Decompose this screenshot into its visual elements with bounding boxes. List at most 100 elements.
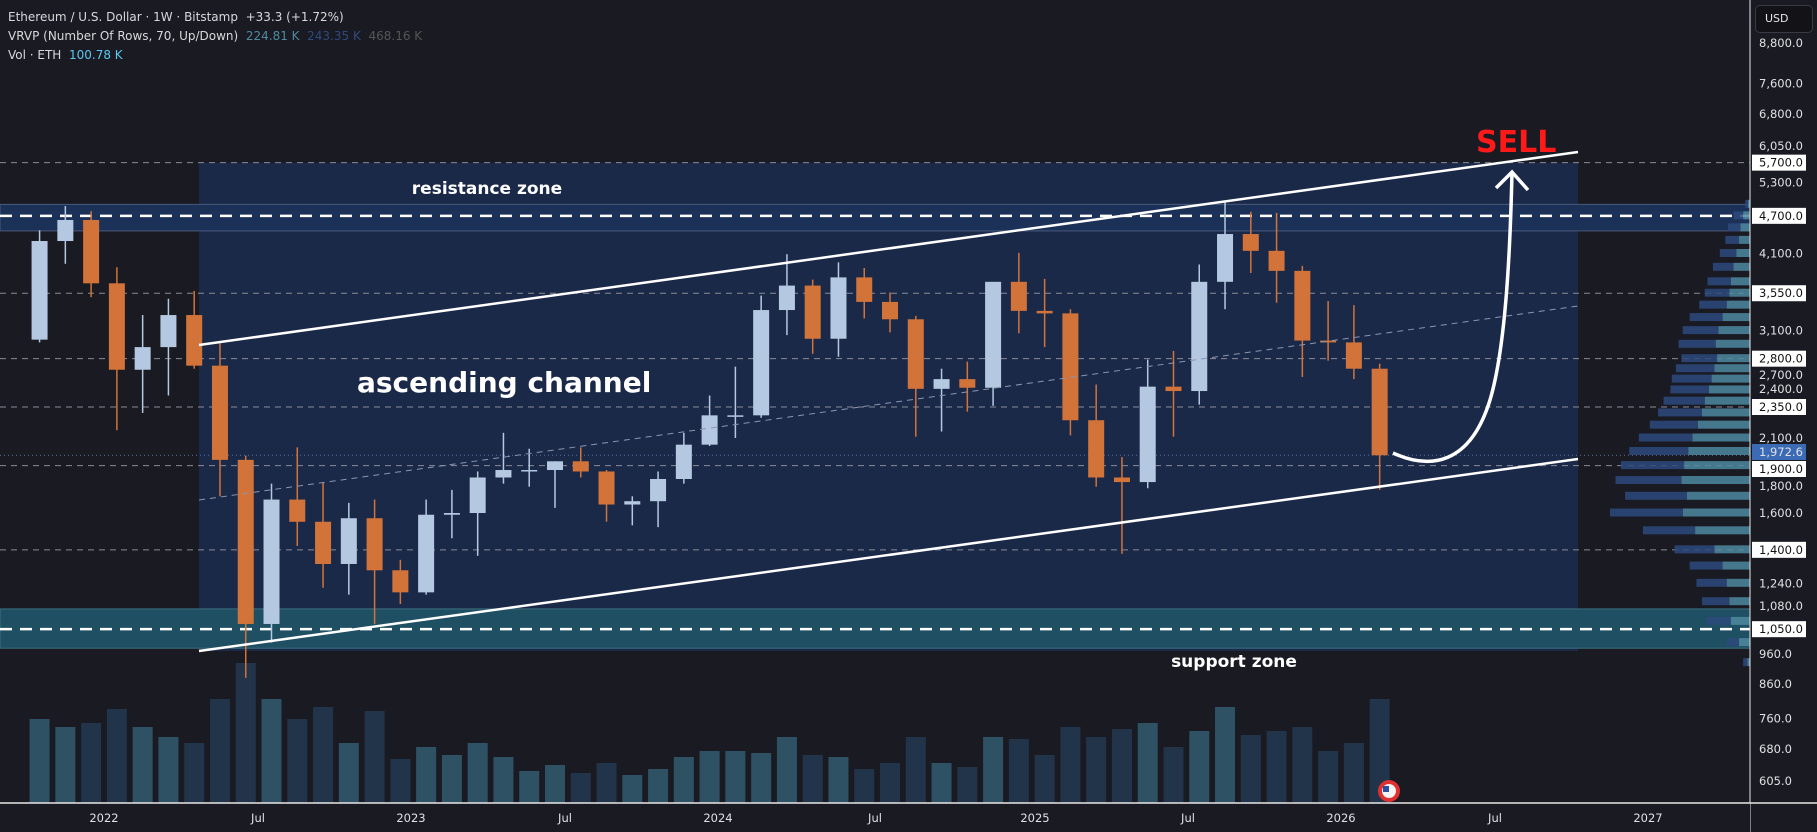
volume-bar xyxy=(1034,755,1055,803)
projection-arrow[interactable] xyxy=(1392,171,1514,464)
vrvp-up-bar xyxy=(1692,433,1750,442)
candle-body xyxy=(727,415,744,417)
vrvp-down-bar xyxy=(1728,223,1741,232)
current-price-label: 1,972.6 xyxy=(1759,445,1803,459)
price-marker xyxy=(1752,154,1806,171)
vrvp-up-bar xyxy=(1714,545,1750,554)
candle-body xyxy=(778,285,795,311)
time-tick-label: 2027 xyxy=(1633,811,1662,825)
volume-value: 100.78 K xyxy=(68,48,123,62)
vrvp-up-bar xyxy=(1730,277,1750,286)
vrvp-up-bar xyxy=(1711,374,1750,383)
vrvp-down-bar xyxy=(1704,288,1730,297)
candle-body xyxy=(1062,313,1079,421)
volume-legend[interactable]: Vol · ETH 100.78 K xyxy=(8,48,123,62)
vrvp-down-bar xyxy=(1689,561,1723,570)
candle-body xyxy=(237,459,254,624)
vrvp-down-bar xyxy=(1629,446,1689,455)
price-marker-label: 3,550.0 xyxy=(1759,286,1803,300)
symbol-legend[interactable]: Ethereum / U.S. Dollar · 1W · Bitstamp +… xyxy=(8,10,344,24)
volume-bar xyxy=(776,737,797,803)
price-marker-label: 1,050.0 xyxy=(1759,622,1803,636)
vrvp-up-value: 224.81 K xyxy=(245,29,300,43)
volume-bar xyxy=(673,757,694,803)
volume-bar xyxy=(1137,723,1158,803)
volume-bar xyxy=(1189,731,1210,803)
vrvp-legend[interactable]: VRVP (Number Of Rows, 70, Up/Down) 224.8… xyxy=(8,29,423,43)
vrvp-down-bar xyxy=(1670,385,1709,394)
price-marker-label: 2,800.0 xyxy=(1759,352,1803,366)
candle-body xyxy=(211,365,228,460)
candle-body xyxy=(1165,386,1182,392)
candle-body xyxy=(392,570,409,593)
candle-body xyxy=(1010,281,1027,311)
resistance-zone-label: resistance zone xyxy=(412,179,562,199)
price-marker xyxy=(1752,399,1806,415)
vrvp-total-value: 468.16 K xyxy=(368,29,423,43)
price-marker xyxy=(1752,541,1806,558)
price-tick-label: 605.0 xyxy=(1759,774,1792,788)
candle-body xyxy=(701,415,718,445)
price-marker-label: 4,700.0 xyxy=(1759,209,1803,223)
candle-body xyxy=(830,277,847,339)
candle-body xyxy=(1088,420,1105,478)
vrvp-down-bar xyxy=(1615,476,1682,485)
vrvp-up-bar xyxy=(1718,326,1750,335)
volume-bar xyxy=(751,753,772,803)
volume-bar xyxy=(1343,743,1364,803)
vrvp-down-bar xyxy=(1707,277,1731,286)
price-tick-label: 2,400.0 xyxy=(1759,382,1803,396)
channel-lower-line xyxy=(198,457,1579,653)
candle-body xyxy=(108,283,125,370)
vrvp-up-bar xyxy=(1701,408,1750,417)
volume-bar xyxy=(596,763,617,803)
candle-body xyxy=(572,461,589,472)
price-tick-label: 1,080.0 xyxy=(1759,599,1803,613)
vrvp-up-bar xyxy=(1682,508,1750,517)
currency-button[interactable]: USD xyxy=(1755,5,1813,33)
volume-bar xyxy=(261,699,282,803)
price-tick-label: 760.0 xyxy=(1759,711,1792,725)
candle-body xyxy=(340,518,357,564)
volume-bar xyxy=(390,759,411,803)
candle-body xyxy=(418,514,435,593)
volume-bar xyxy=(905,737,926,803)
vrvp-down-bar xyxy=(1671,374,1712,383)
vrvp-up-bar xyxy=(1722,561,1750,570)
volume-bar xyxy=(1163,747,1184,803)
chart-legend: Ethereum / U.S. Dollar · 1W · Bitstamp +… xyxy=(8,8,422,65)
volume-bar xyxy=(648,769,669,803)
vrvp-up-bar xyxy=(1726,578,1750,587)
price-marker xyxy=(1752,207,1806,224)
vrvp-down-bar xyxy=(1725,235,1740,244)
candle-body xyxy=(263,499,280,624)
candle-body xyxy=(1191,281,1208,392)
candle-body xyxy=(650,479,667,502)
vrvp-down-bar xyxy=(1678,339,1716,348)
volume-bar xyxy=(106,709,127,803)
price-marker-label: 2,350.0 xyxy=(1759,400,1803,414)
vrvp-up-bar xyxy=(1726,300,1750,309)
volume-bar xyxy=(338,743,359,803)
candle-body xyxy=(959,379,976,388)
price-tick-label: 3,100.0 xyxy=(1759,324,1803,338)
candle-body xyxy=(1294,270,1311,341)
price-tick-label: 5,300.0 xyxy=(1759,176,1803,190)
price-tick-label: 960.0 xyxy=(1759,647,1792,661)
ascending-channel-label: ascending channel xyxy=(357,366,651,399)
vrvp-up-bar xyxy=(1715,339,1750,348)
vrvp-down-bar xyxy=(1674,545,1715,554)
volume-bar xyxy=(570,773,591,803)
time-tick-label: 2024 xyxy=(703,811,732,825)
vrvp-down-bar xyxy=(1689,313,1723,322)
volume-bar xyxy=(931,763,952,803)
vrvp-up-bar xyxy=(1743,211,1750,220)
flag-icon[interactable] xyxy=(1378,780,1400,802)
channel-upper-line xyxy=(198,150,1579,347)
volume-bar xyxy=(416,747,437,803)
candle-body xyxy=(882,301,899,320)
price-tick-label: 6,050.0 xyxy=(1759,139,1803,153)
volume-bar xyxy=(854,769,875,803)
time-tick-label: Jul xyxy=(557,811,572,825)
